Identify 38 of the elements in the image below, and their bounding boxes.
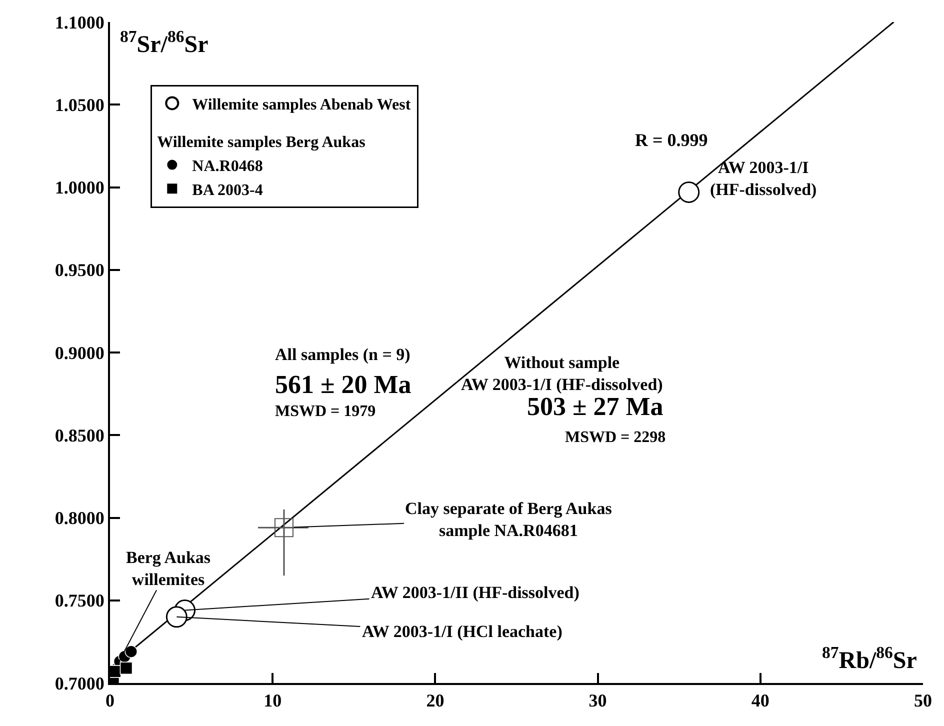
annotation: AW 2003-1/I (HCl leachate): [362, 622, 562, 641]
y-tick-label: 1.0500: [54, 94, 104, 115]
point: [110, 665, 122, 678]
annotation: MSWD = 2298: [565, 429, 666, 446]
x-tick-label: 40: [751, 690, 770, 711]
x-tick-label: 50: [914, 690, 932, 711]
y-tick-label: 0.9000: [54, 342, 104, 363]
x-tick-label: 10: [264, 690, 282, 711]
y-tick-label: 0.8000: [54, 508, 104, 528]
y-tick-label: 1.1000: [54, 12, 104, 32]
x-tick-label: 30: [588, 690, 607, 711]
x-axis-title: $^{87}$Rb/$^{86}$Sr: [822, 643, 918, 674]
y-tick-label: 0.7000: [54, 673, 104, 694]
annotation: R = 0.999: [635, 130, 708, 150]
legend-label: Willemite samples Abenab West: [192, 96, 412, 114]
annotation: All samples (n = 9): [275, 345, 410, 364]
annotation: 561 ± 20 Ma: [275, 370, 412, 399]
y-axis-title: $^{87}$Sr/$^{86}$Sr: [120, 27, 209, 58]
point: [124, 645, 138, 658]
x-tick-label: 0: [106, 690, 114, 711]
y-tick-label: 0.7500: [54, 590, 104, 611]
annotation: Without sample AW 2003-1/I (HF-dissolved): [461, 353, 663, 394]
y-tick-label: 0.8500: [54, 425, 104, 446]
annotation: AW 2003-1/II (HF-dissolved): [371, 583, 580, 602]
point: [274, 518, 294, 538]
y-tick-label: 1.0000: [54, 178, 104, 198]
annotation: Clay separate of Berg Aukas sample NA.R04681: [405, 499, 612, 540]
annotation: Berg Aukas willemites: [126, 548, 211, 590]
x-tick-label: 20: [426, 690, 444, 711]
legend-title: Willemite samples Berg Aukas: [157, 134, 366, 152]
legend-label: BA 2003-4: [192, 182, 263, 199]
point: [678, 181, 700, 203]
annotation: 503 ± 27 Ma: [527, 392, 664, 421]
annotation: MSWD = 1979: [275, 403, 376, 420]
legend-label: NA.R0468: [192, 158, 263, 176]
point: [166, 606, 188, 628]
annotation: AW 2003-1/I (HF-dissolved): [710, 158, 817, 200]
y-tick-label: 0.9500: [54, 260, 104, 280]
